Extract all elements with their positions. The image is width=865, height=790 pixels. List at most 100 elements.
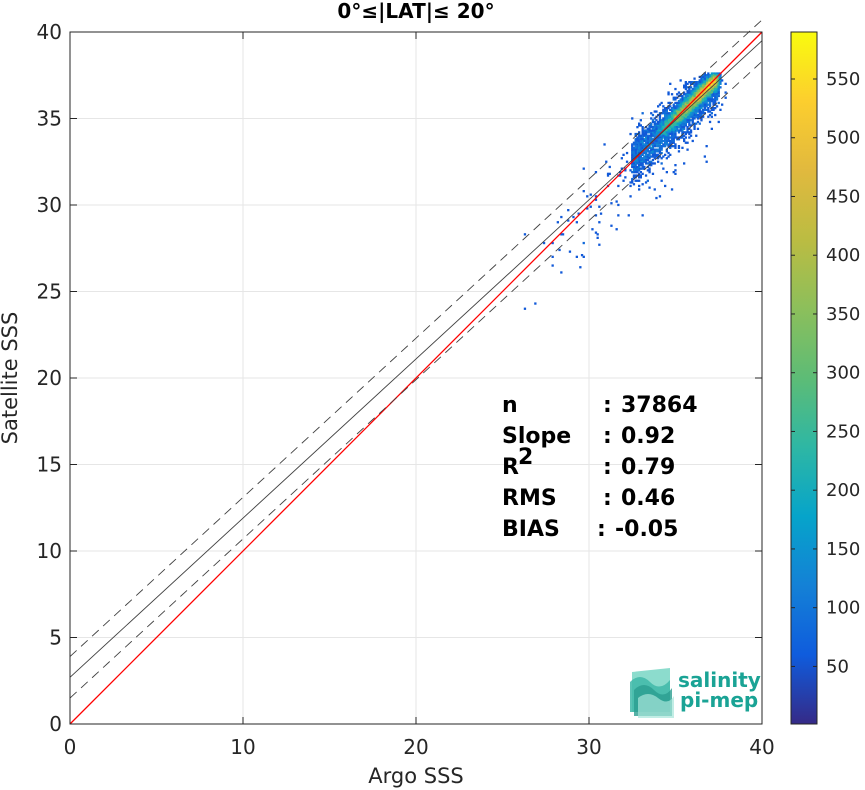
density-cell: [676, 119, 679, 122]
density-cell: [638, 148, 641, 151]
density-cell: [693, 77, 696, 80]
density-cell: [651, 129, 655, 132]
density-cell: [665, 108, 668, 111]
density-cell: [646, 139, 649, 143]
density-cell: [655, 145, 658, 148]
density-cell: [674, 108, 677, 111]
density-cell: [681, 113, 684, 117]
density-cell: [580, 254, 584, 257]
density-cell: [605, 160, 608, 163]
density-cell: [651, 155, 655, 158]
density-cell: [679, 108, 682, 111]
density-cell: [695, 84, 698, 87]
density-cell: [634, 158, 637, 162]
density-cell: [698, 110, 701, 113]
density-cell: [670, 141, 674, 144]
density-cell: [657, 127, 660, 130]
density-cell: [684, 113, 687, 117]
y-axis-label: Satellite SSS: [0, 312, 22, 445]
density-cell: [715, 74, 719, 77]
density-cell: [655, 119, 658, 122]
density-cell: [665, 171, 668, 174]
density-cell: [702, 103, 705, 106]
density-cell: [651, 134, 655, 137]
density-cell: [688, 136, 691, 139]
density-cell: [693, 112, 696, 115]
density-cell: [653, 122, 656, 125]
density-cell: [567, 209, 570, 212]
density-cell: [677, 146, 681, 149]
density-cell: [710, 108, 713, 111]
density-cell: [655, 129, 658, 132]
density-cell: [719, 79, 722, 82]
density-cells: [523, 72, 727, 310]
density-cell: [683, 110, 686, 113]
density-cell: [719, 75, 722, 79]
density-cell: [689, 98, 693, 101]
density-cell: [679, 136, 682, 139]
density-cell: [707, 79, 710, 82]
density-cell: [639, 145, 642, 148]
density-cell: [674, 131, 677, 134]
density-cell: [688, 107, 691, 110]
density-cell: [689, 81, 693, 84]
density-cell: [684, 108, 687, 111]
density-cell: [629, 181, 632, 184]
density-cell: [702, 115, 705, 118]
density-cell: [655, 141, 658, 144]
density-cell: [681, 108, 684, 111]
density-cell: [702, 91, 705, 94]
density-cell: [684, 132, 687, 136]
density-cell: [676, 136, 679, 139]
density-cell: [717, 89, 720, 92]
density-cell: [664, 122, 667, 125]
density-cell: [712, 74, 715, 77]
density-cell: [575, 221, 578, 224]
density-cell: [670, 134, 674, 137]
density-cell: [698, 112, 701, 115]
stat-label: R: [502, 455, 519, 480]
density-cell: [670, 117, 674, 120]
density-cell: [664, 119, 667, 122]
density-cell: [695, 89, 698, 92]
density-cell: [632, 162, 636, 165]
density-cell: [708, 120, 712, 124]
density-cell: [693, 110, 696, 113]
density-cell: [662, 131, 665, 134]
density-cell: [643, 165, 646, 169]
density-cell: [641, 164, 644, 167]
density-cell: [705, 100, 708, 103]
density-cell: [691, 108, 694, 111]
density-cell: [643, 129, 646, 132]
density-cell: [631, 179, 634, 182]
density-cell: [703, 105, 706, 108]
density-cell: [664, 184, 667, 188]
density-cell: [693, 103, 696, 106]
density-cell: [691, 112, 694, 115]
density-cell: [703, 72, 706, 75]
density-cell: [641, 157, 644, 160]
density-cell: [660, 101, 663, 105]
density-cell: [715, 84, 719, 87]
density-cell: [686, 129, 689, 132]
density-cell: [657, 157, 660, 160]
density-cell: [669, 113, 672, 117]
density-cell: [638, 176, 641, 179]
density-cell: [703, 155, 706, 158]
density-cell: [705, 103, 708, 106]
colorbar-tick-label: 300: [826, 363, 860, 384]
density-cell: [700, 86, 703, 89]
density-cell: [693, 127, 696, 130]
density-cell: [638, 136, 641, 139]
density-cell: [660, 162, 663, 165]
density-cell: [714, 79, 717, 82]
density-cell: [664, 126, 667, 129]
density-cell: [662, 143, 665, 146]
density-cell: [681, 119, 684, 122]
density-cell: [672, 103, 675, 106]
density-cell: [695, 103, 698, 106]
density-cell: [665, 127, 668, 130]
density-cell: [643, 131, 646, 134]
density-cell: [714, 98, 717, 101]
density-cell: [674, 98, 677, 101]
